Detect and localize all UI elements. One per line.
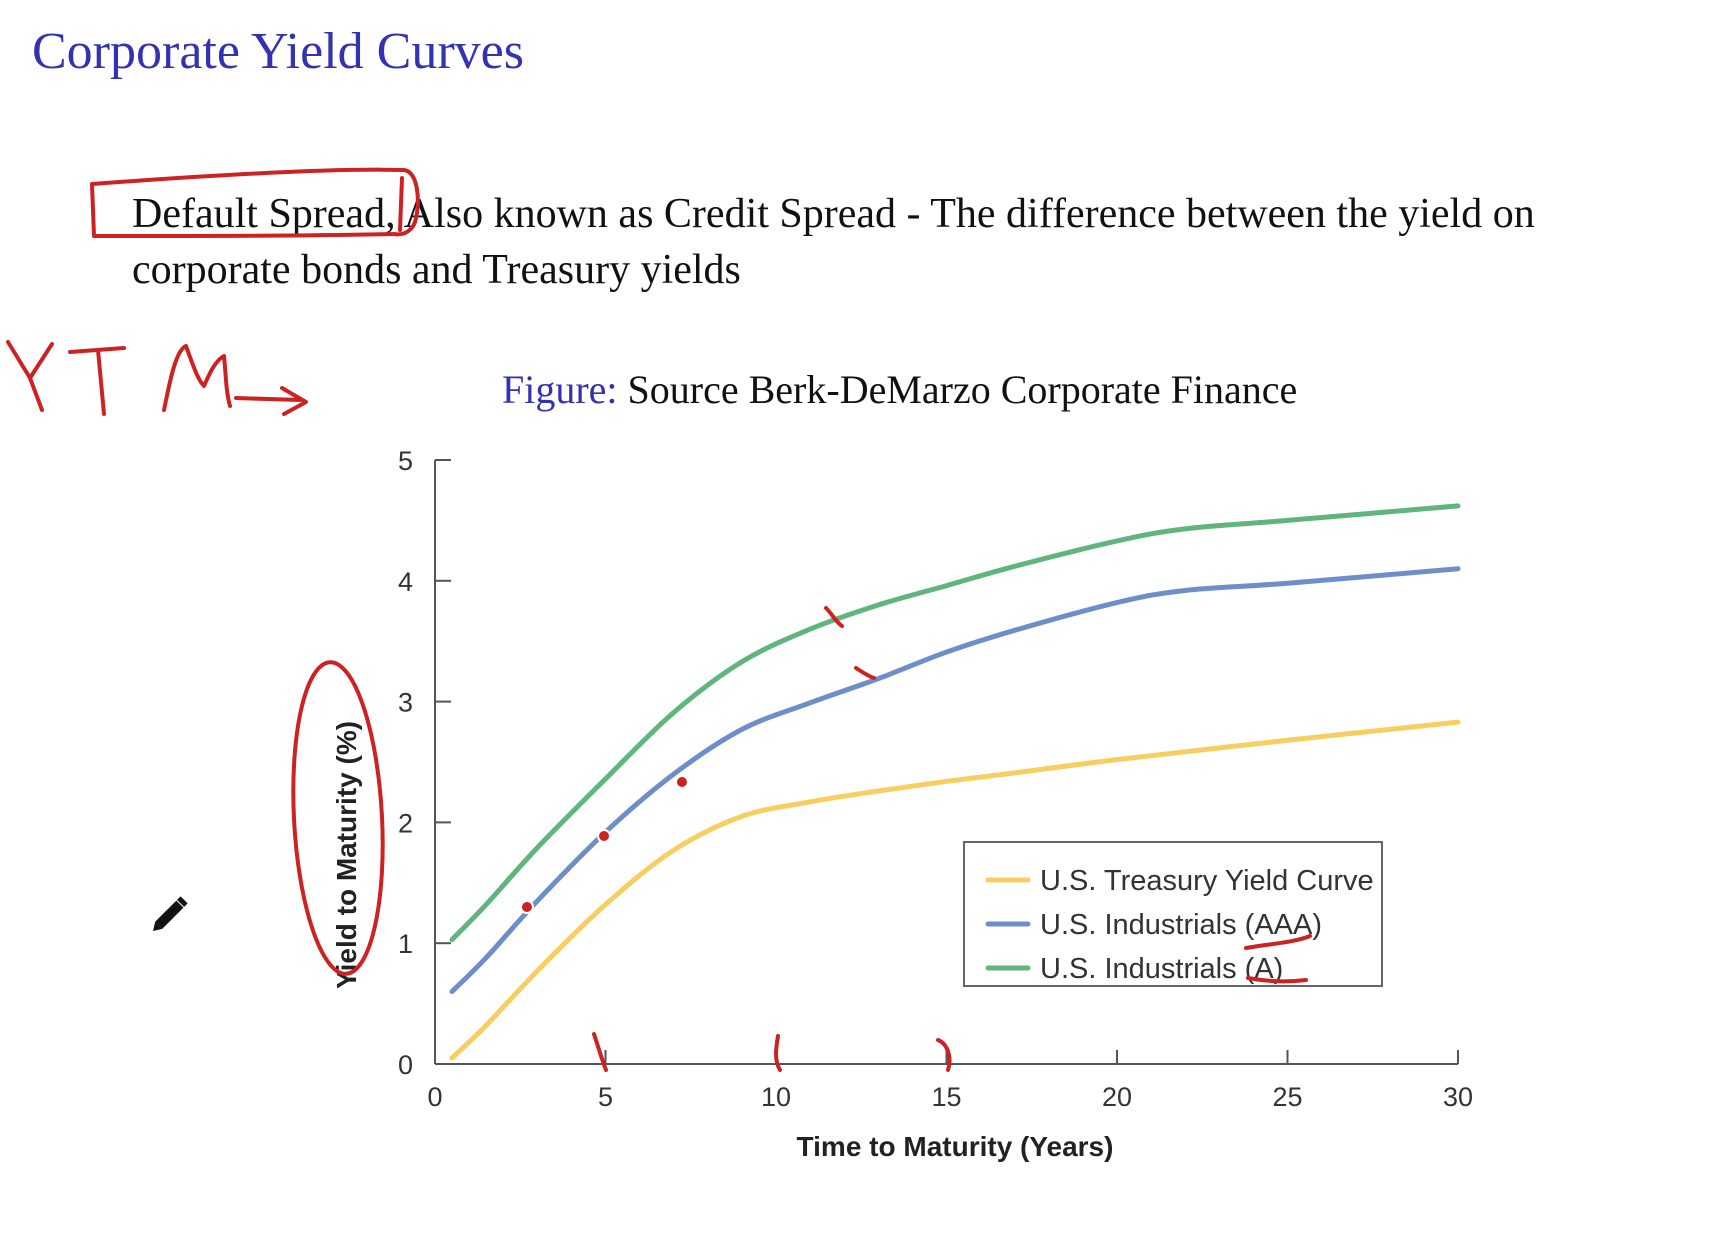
ink-tick-5 — [592, 1032, 608, 1072]
bullet-text: Default Spread, Also known as Credit Spr… — [132, 186, 1672, 298]
y-tick-label: 3 — [398, 688, 413, 718]
x-tick-label: 25 — [1272, 1082, 1302, 1112]
ink-tick-15 — [936, 1038, 952, 1072]
legend-label-1: U.S. Treasury Yield Curve — [1040, 865, 1374, 897]
ink-mark-a-curve — [824, 606, 844, 628]
caption-label: Figure: — [502, 367, 618, 412]
caption-text: Source Berk-DeMarzo Corporate Finance — [617, 367, 1298, 412]
ink-ellipse-ylabel — [291, 660, 385, 976]
ink-underline-a-bottom — [1246, 976, 1308, 984]
chart-series — [449, 503, 1461, 1061]
ink-dot-2 — [597, 829, 611, 843]
bullet-term: Default Spread, — [132, 191, 396, 237]
ink-box-default-spread — [90, 167, 420, 238]
y-tick-label: 1 — [398, 929, 413, 959]
x-tick-label: 10 — [761, 1082, 791, 1112]
series-line-2 — [449, 566, 1461, 995]
chart-legend: U.S. Treasury Yield Curve U.S. Industrial… — [963, 841, 1383, 987]
ink-tick-10 — [774, 1034, 782, 1072]
chart-axes: 0 1 2 3 4 5 0 5 10 15 20 25 30 — [398, 446, 1473, 1112]
ink-mark-aaa-curve — [854, 666, 876, 680]
legend-box — [963, 841, 1383, 987]
handwritten-annotations — [6, 167, 1312, 1072]
legend-label-2: U.S. Industrials (AAA) — [1040, 909, 1322, 941]
slide-title: Corporate Yield Curves — [32, 23, 524, 80]
x-axis-title: Time to Maturity (Years) — [797, 1131, 1114, 1162]
ink-dot-3 — [675, 775, 689, 789]
y-tick-label: 2 — [398, 808, 413, 838]
y-tick-label: 5 — [398, 446, 413, 476]
figure-caption: Figure: Source Berk-DeMarzo Corporate Fi… — [502, 366, 1297, 413]
ink-dots — [520, 775, 689, 914]
ink-ytm-letters — [6, 340, 308, 416]
bullet-definition: Also known as Credit Spread - The differ… — [132, 191, 1535, 293]
y-tick-label: 4 — [398, 567, 413, 597]
x-tick-label: 5 — [598, 1082, 613, 1112]
x-tick-label: 30 — [1443, 1082, 1473, 1112]
ink-underline-a-top — [1244, 934, 1312, 950]
x-tick-label: 0 — [427, 1082, 442, 1112]
x-tick-label: 15 — [931, 1082, 961, 1112]
y-axis-title: Yield to Maturity (%) — [331, 721, 362, 989]
legend-label-3: U.S. Industrials (A) — [1040, 953, 1283, 985]
series-line-3 — [449, 503, 1461, 943]
y-tick-label: 0 — [398, 1050, 413, 1080]
x-tick-label: 20 — [1102, 1082, 1132, 1112]
pencil-icon[interactable] — [149, 896, 188, 934]
ink-dot-1 — [520, 900, 534, 914]
series-line-1 — [449, 719, 1461, 1061]
